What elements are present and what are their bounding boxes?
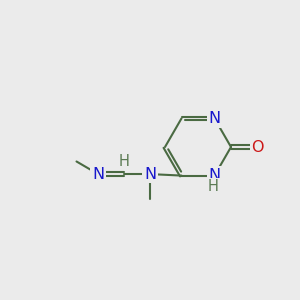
Text: H: H: [119, 154, 130, 169]
Text: N: N: [208, 111, 220, 126]
Text: N: N: [144, 167, 156, 182]
Text: O: O: [251, 140, 264, 154]
Text: N: N: [92, 167, 104, 182]
Text: N: N: [208, 168, 220, 183]
Text: H: H: [208, 179, 218, 194]
